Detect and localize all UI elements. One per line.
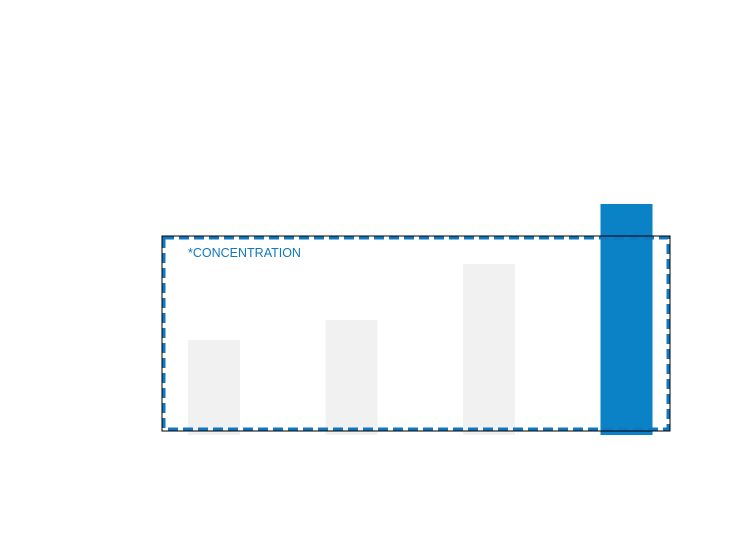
bars-group <box>188 204 653 435</box>
concentration-zone-box <box>162 236 670 431</box>
concentration-zone-outline <box>161 235 671 432</box>
bar-highlighted-4 <box>600 204 653 435</box>
bar-3 <box>463 264 515 435</box>
bar-2 <box>325 320 378 435</box>
bar-1 <box>188 340 240 435</box>
concentration-annotation: *CONCENTRATION <box>188 246 301 260</box>
